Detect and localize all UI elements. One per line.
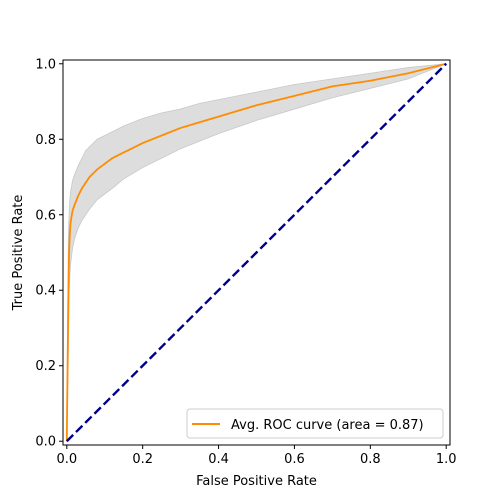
- y-tick-label: 0.4: [35, 284, 56, 299]
- axes-frame: [62, 59, 451, 446]
- x-tick-label: 0.6: [284, 452, 305, 467]
- y-tick-label: 0.6: [35, 208, 56, 223]
- series-layer: [65, 62, 448, 443]
- legend-box: [186, 408, 444, 439]
- y-axis-ticks: 0.0 0.2 0.4 0.6 0.8 1.0: [35, 57, 63, 450]
- y-axis-label: True Positive Rate: [11, 195, 26, 312]
- x-tick-label: 0.4: [208, 452, 229, 467]
- x-axis-ticks: 0.0 0.2 0.4 0.6 0.8 1.0: [56, 445, 457, 467]
- x-tick-label: 0.8: [360, 452, 381, 467]
- x-axis-label: False Positive Rate: [196, 474, 317, 489]
- avg-roc-curve-line: [65, 62, 447, 442]
- legend-label: Avg. ROC curve (area = 0.87): [231, 418, 424, 433]
- chance-diagonal-line: [65, 62, 448, 443]
- y-tick-label: 1.0: [35, 57, 56, 72]
- legend: Avg. ROC curve (area = 0.87): [186, 408, 444, 439]
- y-tick-label: 0.0: [35, 435, 56, 450]
- x-tick-label: 0.2: [132, 452, 153, 467]
- x-tick-label: 0.0: [56, 452, 77, 467]
- x-tick-label: 1.0: [436, 452, 457, 467]
- y-tick-label: 0.2: [35, 359, 56, 374]
- y-tick-label: 0.8: [35, 133, 56, 148]
